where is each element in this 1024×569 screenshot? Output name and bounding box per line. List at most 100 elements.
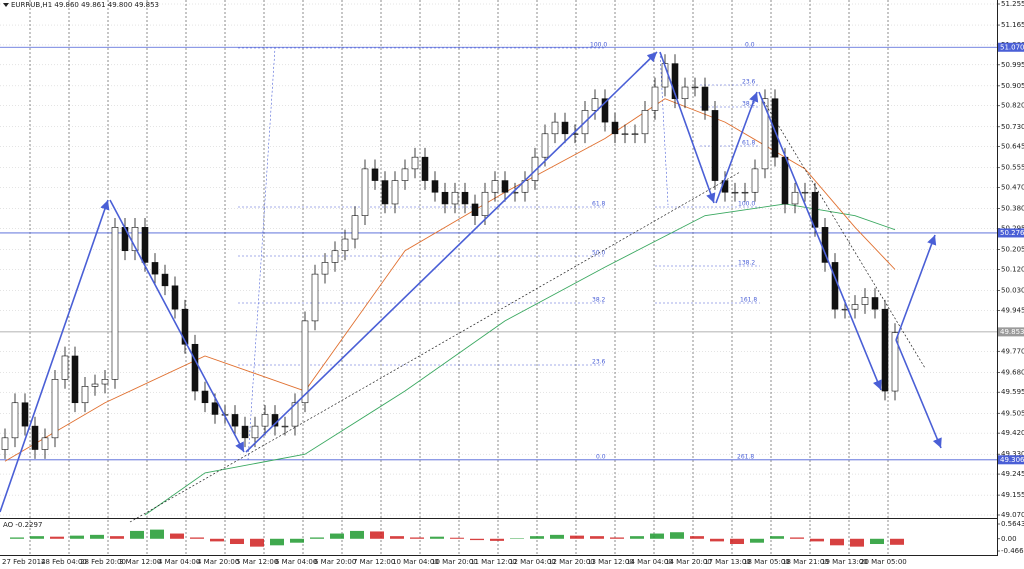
candle-body: [401, 168, 409, 181]
ao-bar: [310, 537, 324, 539]
x-tick-label: 10 Mar 04:00: [392, 558, 439, 566]
candle-body: [701, 86, 709, 111]
candle-body: [751, 168, 759, 193]
chart-title: EURRUB,H1 49.860 49.861 49.800 49.853: [11, 1, 159, 9]
price-level-label: 50.276: [1000, 229, 1024, 237]
x-tick-label: 12 Mar 04:00: [509, 558, 556, 566]
y-tick-label: 49.680: [1001, 368, 1024, 376]
candle-body: [841, 308, 849, 311]
x-tick-label: 14 Mar 04:00: [626, 558, 673, 566]
candle-body: [671, 63, 679, 100]
indicator-label: AO -0.2297: [3, 521, 42, 529]
price-level-box: [998, 42, 1024, 52]
ao-bar: [570, 535, 584, 539]
y-tick-label: 49.770: [1001, 347, 1024, 355]
y-tick-label: 50.030: [1001, 286, 1024, 294]
price-level-label: 49.306: [1000, 456, 1024, 464]
candle-body: [891, 332, 899, 392]
candle-body: [241, 425, 249, 439]
candle-body: [391, 180, 399, 205]
candle-body: [291, 402, 299, 427]
ao-bar: [50, 536, 64, 539]
menu-triangle: [3, 3, 9, 7]
ao-bar: [330, 533, 344, 539]
candle-body: [141, 227, 149, 263]
y-tick-label: 49.505: [1001, 409, 1024, 417]
ao-bar: [890, 538, 904, 545]
ao-bar: [810, 538, 824, 542]
y-tick-label: 49.330: [1001, 450, 1024, 458]
ao-bar: [90, 534, 104, 539]
x-tick-label: 4 Mar 04:00: [158, 558, 200, 566]
ao-bar: [70, 535, 84, 539]
candle-body: [361, 168, 369, 216]
candle-body: [551, 121, 559, 135]
ao-bar: [850, 538, 864, 547]
ao-bar: [410, 537, 424, 539]
y-tick-label: 50.555: [1001, 164, 1024, 172]
candle-body: [51, 379, 59, 439]
ao-bar: [390, 536, 404, 539]
x-tick-label: 12 Mar 20:00: [548, 558, 595, 566]
ao-bar: [750, 538, 764, 543]
candle-body: [691, 86, 699, 89]
x-tick-label: 11 Mar 12:00: [470, 558, 517, 566]
moving-average: [144, 203, 896, 516]
x-tick-label: 3 Mar 12:00: [119, 558, 161, 566]
candle-body: [851, 304, 859, 310]
fibonacci-lines: [238, 47, 760, 461]
ao-histogram: 0.5643 0.00 -0.4668: [10, 520, 1024, 555]
ao-bar: [830, 538, 844, 546]
x-tick-label: 7 Mar 12:00: [353, 558, 395, 566]
ao-bar: [650, 533, 664, 539]
x-tick-label: 20 Mar 05:00: [860, 558, 907, 566]
candle-body: [81, 386, 89, 404]
candle-body: [171, 285, 179, 310]
fib-label: 0.0: [596, 454, 606, 461]
candle-body: [311, 273, 319, 322]
y-tick-label: 51.165: [1001, 21, 1024, 29]
fib-label: 61.8: [592, 201, 606, 208]
price-level-box: [998, 327, 1024, 337]
candle-body: [21, 402, 29, 427]
candle-body: [321, 262, 329, 275]
candle-body: [181, 308, 189, 345]
y-tick-label: 50.905: [1001, 82, 1024, 90]
candle-body: [371, 168, 379, 181]
candle-body: [71, 355, 79, 404]
ao-bar: [770, 536, 784, 539]
candle-body: [501, 180, 509, 193]
y-tick-label: 49.155: [1001, 491, 1024, 499]
fib-label: 38.2: [742, 101, 756, 108]
moving-averages: [4, 98, 896, 516]
candle-body: [101, 379, 109, 385]
x-tick-label: 6 Mar 20:00: [314, 558, 356, 566]
candle-body: [611, 121, 619, 135]
ao-bar: [250, 538, 264, 547]
x-tick-label: 19 Mar 13:00: [821, 558, 868, 566]
y-tick-label: 50.820: [1001, 102, 1024, 110]
ao-bar: [230, 538, 244, 545]
ao-bar: [550, 534, 564, 539]
candle-body: [11, 402, 19, 439]
candle-body: [41, 437, 49, 450]
fib-label: 61.8: [742, 140, 756, 147]
candle-body: [491, 180, 499, 193]
candle-body: [541, 133, 549, 158]
candle-body: [331, 250, 339, 263]
candle-body: [771, 98, 779, 158]
x-tick-label: 28 Feb 20:00: [80, 558, 126, 566]
candle-body: [341, 238, 349, 252]
ao-bar: [670, 532, 684, 539]
fib-label: 261.8: [737, 454, 754, 461]
ao-bar: [510, 538, 524, 539]
ao-bar: [790, 537, 804, 539]
y-tick-label: 50.120: [1001, 265, 1024, 273]
x-tick-label: 18 Mar 05:00: [743, 558, 790, 566]
ao-bar: [270, 538, 284, 546]
y-tick-label: 51.255: [1001, 0, 1024, 8]
candle-body: [621, 133, 629, 135]
ao-bar: [710, 538, 724, 542]
candle-body: [61, 355, 69, 380]
x-tick-label: 5 Mar 12:00: [236, 558, 278, 566]
